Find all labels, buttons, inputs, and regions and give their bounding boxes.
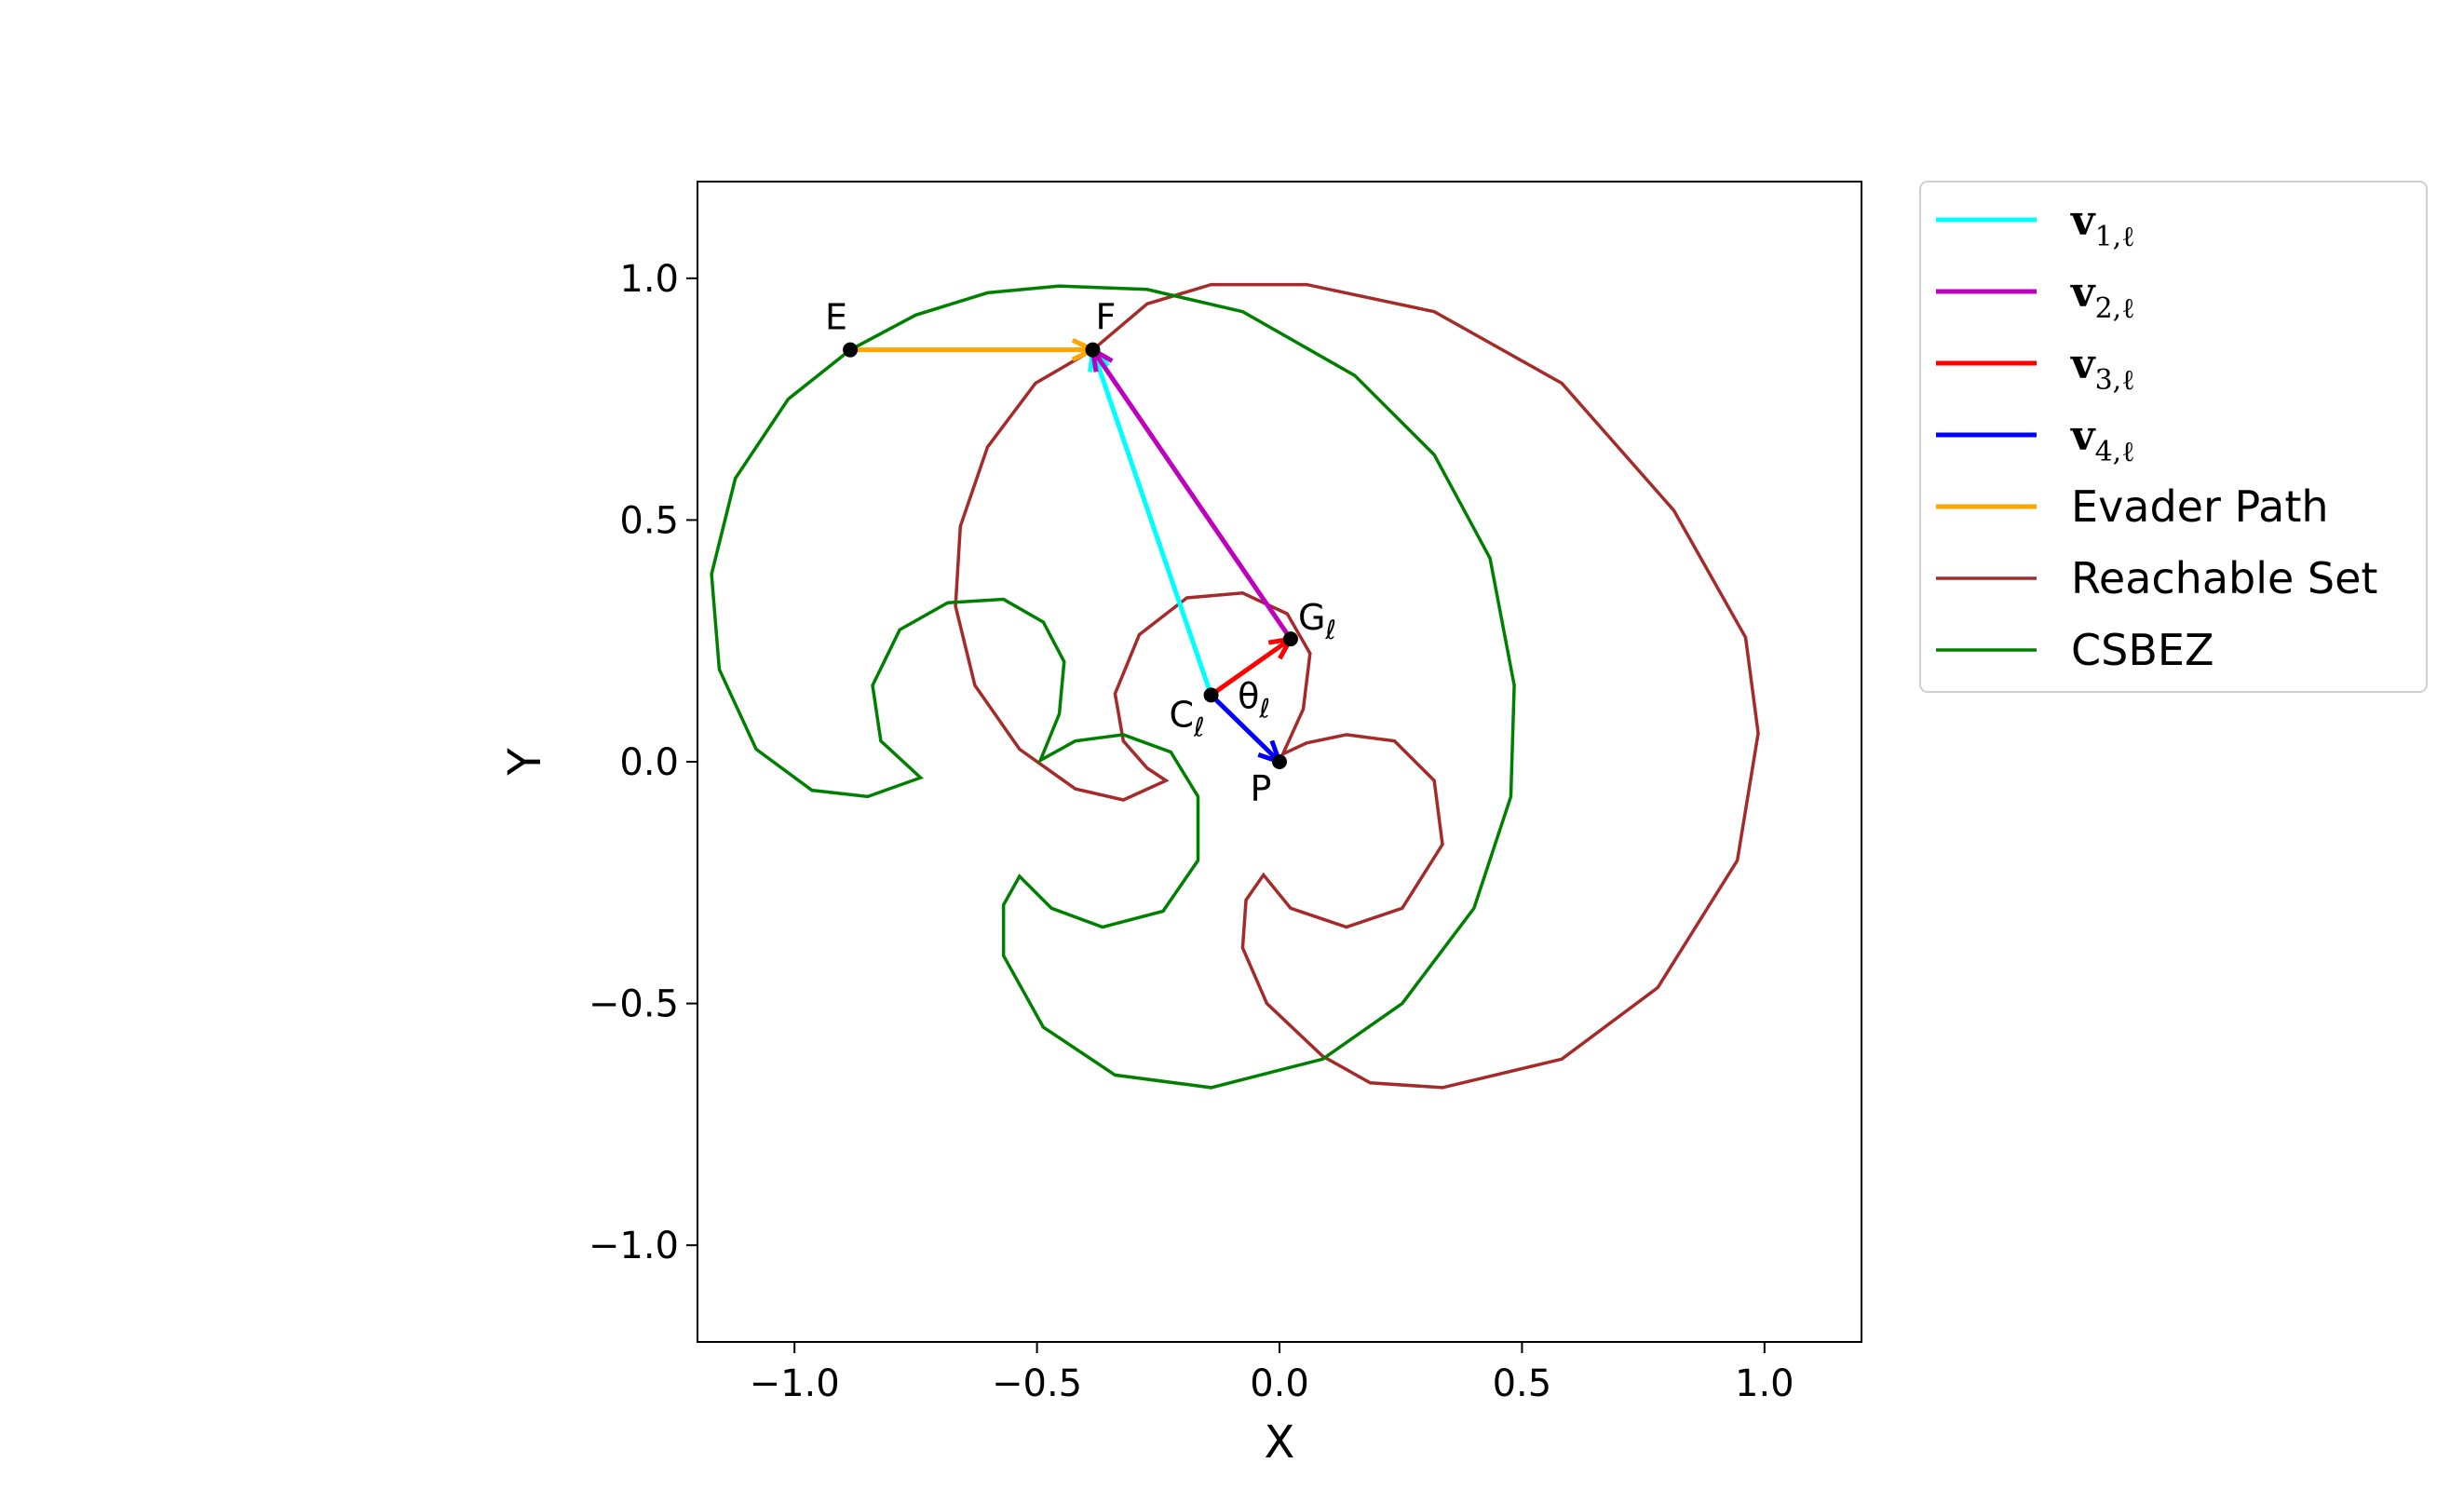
legend-label-sub: 3,ℓ [2095,364,2135,397]
legend-label-text: Reachable Set [2071,553,2377,603]
legend-label-text: v [2070,269,2096,317]
x-tick-label: −1.0 [750,1362,840,1405]
arrow [1090,345,1293,641]
point-label: Cℓ [1170,694,1205,742]
x-tick-label: −0.5 [992,1362,1082,1405]
legend-label-text: v [2070,197,2096,245]
legend-label-sub: 2,ℓ [2095,292,2135,325]
point-label-sub: ℓ [1193,711,1205,742]
legend-box [1919,181,2428,693]
legend-label: v4,ℓ [2070,413,2135,468]
point-label-text: P [1251,768,1272,809]
point [843,342,859,358]
curve [710,284,1516,1090]
legend-label-text: CSBEZ [2071,625,2214,675]
angle-label-sub: ℓ [1258,693,1270,724]
point-label-text: F [1096,297,1117,338]
point-label: E [825,297,847,338]
x-tick-label: 1.0 [1735,1362,1794,1405]
y-tick-label: 0.0 [619,741,679,784]
legend-label: CSBEZ [2071,625,2214,675]
legend-label: v2,ℓ [2070,269,2135,325]
point-label-text: C [1170,694,1195,735]
y-axis-label: Y [499,748,551,777]
point-label-sub: ℓ [1324,615,1336,645]
x-tick-label: 0.5 [1493,1362,1552,1405]
legend-label: v3,ℓ [2070,341,2135,397]
legend-label: Evader Path [2071,481,2329,532]
y-tick-label: −1.0 [589,1225,679,1267]
curve [954,282,1760,1090]
point [1203,687,1219,703]
y-tick-label: 1.0 [619,258,679,301]
y-tick-label: −0.5 [589,983,679,1026]
point [1272,754,1287,769]
point-label-text: G [1298,597,1325,638]
legend-label: Reachable Set [2071,553,2377,603]
angle-label: θℓ [1238,675,1270,724]
legend-label-text: v [2070,341,2096,388]
legend-label-text: Evader Path [2071,481,2329,532]
point [1085,342,1101,358]
point-label: P [1251,768,1272,809]
legend-label: v1,ℓ [2070,197,2135,253]
point-label-text: E [825,297,847,338]
x-tick-label: 0.0 [1250,1362,1309,1405]
legend-label-text: v [2070,413,2096,460]
y-tick-label: 0.5 [619,499,679,542]
arrow [1088,345,1213,697]
arrow [850,337,1099,362]
point-label: Gℓ [1298,597,1336,645]
legend-label-sub: 1,ℓ [2095,221,2135,253]
angle-label-text: θ [1238,675,1259,716]
point-label: F [1096,297,1117,338]
x-axis-label: X [1265,1416,1295,1469]
point [1282,631,1298,647]
legend-label-sub: 4,ℓ [2095,436,2135,468]
